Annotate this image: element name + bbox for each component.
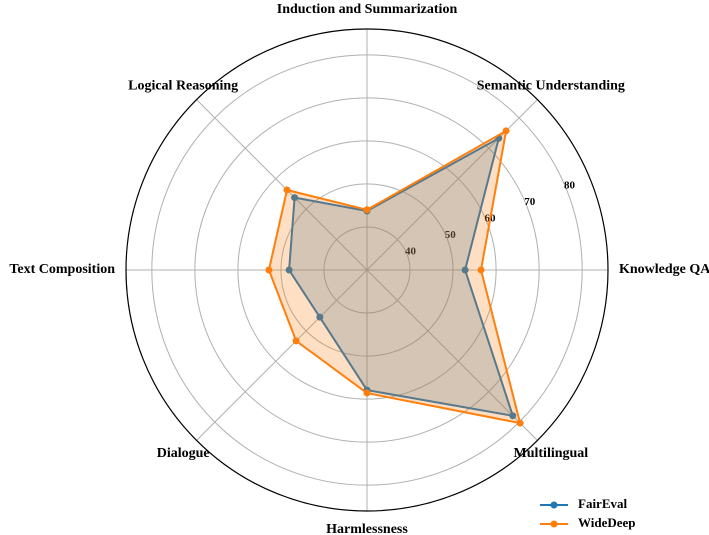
point (477, 266, 485, 274)
category-label: Knowledge QA (619, 262, 709, 277)
legend-marker (550, 501, 558, 509)
category-label: Text Composition (9, 262, 115, 277)
r-tick-label: 40 (405, 246, 417, 258)
point (461, 266, 469, 274)
legend-marker (550, 520, 558, 528)
category-label: Dialogue (157, 446, 210, 461)
category-label: Induction and Summarization (277, 2, 458, 17)
spoke (366, 99, 538, 271)
point (363, 206, 371, 214)
point (316, 313, 324, 321)
category-label: Harmlessness (326, 522, 408, 535)
legend-label: WideDeep (578, 515, 636, 530)
point (285, 266, 293, 274)
series-area (268, 130, 521, 424)
spoke (196, 99, 368, 271)
r-tick-label: 50 (445, 229, 457, 241)
r-tick-label: 80 (564, 180, 576, 192)
point (265, 266, 273, 274)
point (292, 337, 300, 345)
point (283, 186, 291, 194)
point (509, 412, 517, 420)
r-tick-label: 70 (524, 196, 536, 208)
legend-label: FairEval (578, 496, 627, 511)
point (291, 194, 299, 202)
point (516, 419, 524, 427)
category-label: Logical Reasoning (128, 78, 238, 93)
spoke (196, 269, 368, 441)
outer-ring (125, 28, 609, 512)
spoke (366, 269, 538, 441)
category-label: Semantic Understanding (477, 78, 625, 93)
point (502, 127, 510, 135)
point (363, 389, 371, 397)
category-label: Multilingual (514, 446, 589, 461)
